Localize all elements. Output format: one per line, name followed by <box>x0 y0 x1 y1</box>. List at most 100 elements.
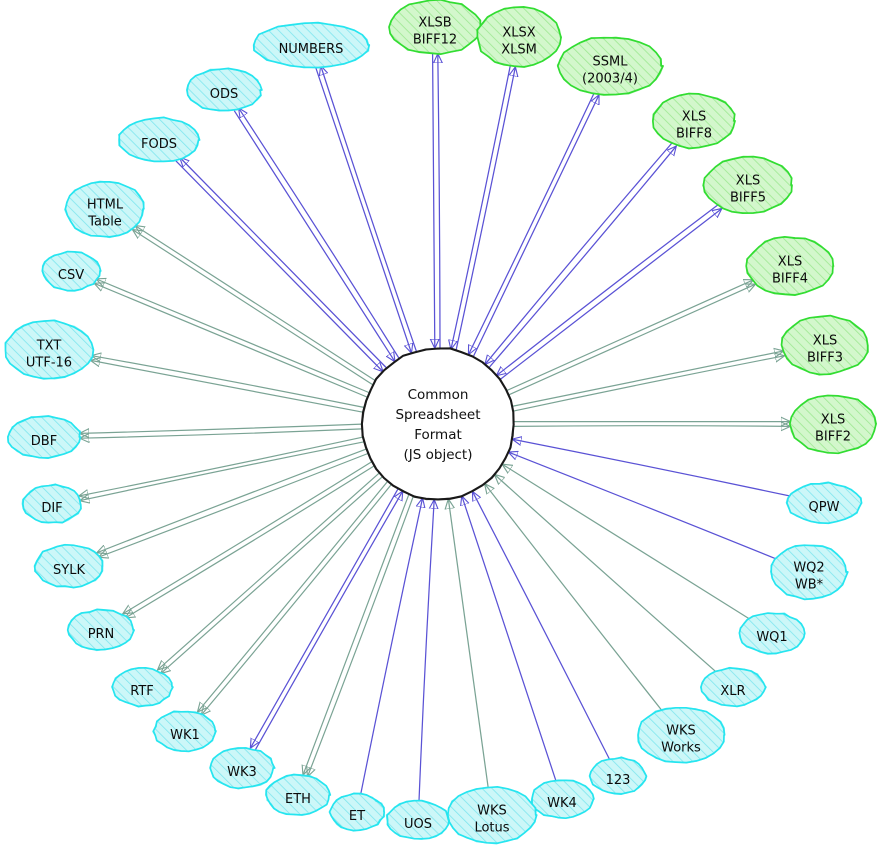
edge-numbers[interactable] <box>315 66 417 353</box>
edge-wks-lotus[interactable] <box>448 499 489 788</box>
format-node-et[interactable]: ET <box>328 792 386 832</box>
format-node-dbf[interactable]: DBF <box>7 415 82 459</box>
format-node-label: QPW <box>809 500 840 515</box>
format-node-label: XLSB <box>418 16 451 31</box>
edge-txt-utf16[interactable] <box>91 356 365 413</box>
format-node-html-table[interactable]: HTML Table <box>64 180 145 239</box>
format-node-123[interactable]: 123 <box>588 756 648 795</box>
format-node-xlsb-biff12[interactable]: XLSB BIFF12 <box>388 0 482 56</box>
format-node-xlsx-xlsm[interactable]: XLSX XLSM <box>476 6 562 68</box>
center-label-line: (JS object) <box>404 447 473 463</box>
edge-sylk[interactable] <box>97 448 369 557</box>
format-node-label: WB* <box>795 578 824 593</box>
format-node-label: BIFF4 <box>772 272 808 287</box>
format-node-label: HTML <box>87 198 124 213</box>
edge-wk3[interactable] <box>251 488 403 752</box>
format-node-label: BIFF2 <box>815 430 851 445</box>
edge-ssml[interactable] <box>469 92 599 358</box>
format-node-label: TXT <box>36 339 62 354</box>
edge-xls-biff4[interactable] <box>505 280 755 396</box>
format-node-label: SYLK <box>53 563 85 578</box>
format-node-xlr[interactable]: XLR <box>700 666 767 708</box>
format-node-xls-biff5[interactable]: XLS BIFF5 <box>702 155 793 214</box>
format-node-rtf[interactable]: RTF <box>111 666 174 708</box>
format-node-label: BIFF5 <box>730 191 766 206</box>
edge-xls-biff3[interactable] <box>511 351 784 412</box>
format-node-label: 123 <box>606 773 631 788</box>
format-node-label: XLS <box>778 255 802 270</box>
format-node-label: WK4 <box>547 796 577 811</box>
format-node-label: DIF <box>41 501 62 516</box>
format-node-csv[interactable]: CSV <box>41 250 102 292</box>
format-node-wk4[interactable]: WK4 <box>531 779 595 820</box>
format-node-label: WQ2 <box>793 561 824 576</box>
edge-dif[interactable] <box>79 436 365 501</box>
format-node-numbers[interactable]: NUMBERS <box>252 21 371 69</box>
edge-xlsx-xlsm[interactable] <box>451 65 515 350</box>
edge-xls-biff5[interactable] <box>497 203 722 381</box>
format-node-label: XLSX <box>502 26 535 41</box>
edge-wq2-wb[interactable] <box>509 452 777 560</box>
format-node-label: (2003/4) <box>582 72 638 87</box>
format-node-label: ODS <box>210 87 239 102</box>
edge-wk4[interactable] <box>462 496 557 782</box>
format-node-label: Table <box>87 215 122 230</box>
format-node-label: Lotus <box>474 821 509 836</box>
format-node-label: UTF-16 <box>26 356 72 371</box>
format-node-wq2-wb[interactable]: WQ2 WB* <box>770 544 849 601</box>
format-node-label: BIFF8 <box>676 127 712 142</box>
format-node-label: BIFF3 <box>807 351 843 366</box>
format-node-xls-biff4[interactable]: XLS BIFF4 <box>745 236 835 296</box>
edge-csv[interactable] <box>95 279 370 398</box>
edge-prn[interactable] <box>123 461 375 618</box>
edge-dbf[interactable] <box>80 423 363 438</box>
format-node-label: Works <box>661 741 701 756</box>
format-node-wks-works[interactable]: WKS Works <box>637 706 726 764</box>
format-node-txt-utf16[interactable]: TXT UTF-16 <box>4 319 95 380</box>
format-node-eth[interactable]: ETH <box>265 773 332 816</box>
edge-qpw[interactable] <box>513 439 791 497</box>
format-node-ods[interactable]: ODS <box>186 67 263 112</box>
format-node-xls-biff3[interactable]: XLS BIFF3 <box>780 314 869 376</box>
edge-et[interactable] <box>360 498 423 795</box>
edge-fods[interactable] <box>175 158 388 372</box>
format-node-label: NUMBERS <box>279 42 344 57</box>
format-node-ssml[interactable]: SSML (2003/4) <box>556 36 664 96</box>
format-node-sylk[interactable]: SYLK <box>33 543 104 589</box>
format-node-wk3[interactable]: WK3 <box>209 747 276 790</box>
edge-xlr[interactable] <box>495 475 716 672</box>
format-node-label: ETH <box>285 792 311 807</box>
edge-123[interactable] <box>473 492 610 760</box>
edge-rtf[interactable] <box>158 472 384 674</box>
format-node-label: WKS <box>477 804 507 819</box>
center-label-line: Common <box>408 387 469 403</box>
format-node-fods[interactable]: FODS <box>118 116 201 163</box>
format-node-label: RTF <box>130 684 154 699</box>
edge-xlsb-biff12[interactable] <box>433 54 440 348</box>
center-label-line: Spreadsheet <box>395 407 480 423</box>
format-node-qpw[interactable]: QPW <box>785 481 863 525</box>
edge-xls-biff8[interactable] <box>485 142 676 369</box>
format-node-wq1[interactable]: WQ1 <box>738 612 806 655</box>
edge-wq1[interactable] <box>502 464 750 620</box>
format-node-xls-biff8[interactable]: XLS BIFF8 <box>652 92 736 150</box>
format-node-label: PRN <box>88 627 115 642</box>
format-node-prn[interactable]: PRN <box>66 608 135 652</box>
format-node-wk1[interactable]: WK1 <box>152 710 217 753</box>
edge-eth[interactable] <box>303 493 414 776</box>
edge-xls-biff2[interactable] <box>513 421 790 426</box>
center-node-common-spreadsheet-format[interactable]: Common Spreadsheet Format (JS object) <box>360 347 515 501</box>
format-node-uos[interactable]: UOS <box>385 799 450 840</box>
edge-ods[interactable] <box>233 108 400 361</box>
format-node-label: XLS <box>736 174 760 189</box>
center-label-line: Format <box>414 427 462 443</box>
edge-html-table[interactable] <box>133 226 377 386</box>
format-node-wks-lotus[interactable]: WKS Lotus <box>446 785 538 845</box>
edge-wks-works[interactable] <box>485 484 663 711</box>
edge-uos[interactable] <box>418 500 434 802</box>
format-node-xls-biff2[interactable]: XLS BIFF2 <box>788 394 877 455</box>
edge-wk1[interactable] <box>198 480 393 715</box>
format-node-dif[interactable]: DIF <box>21 483 82 524</box>
